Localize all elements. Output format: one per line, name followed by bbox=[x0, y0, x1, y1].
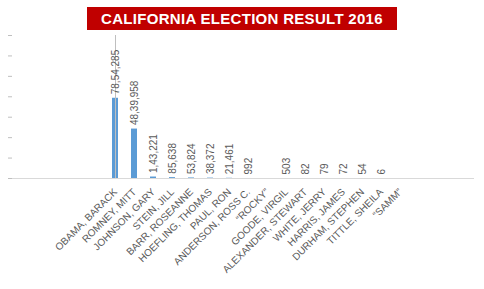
svg-text:ROMNEY, MITT: ROMNEY, MITT bbox=[79, 186, 139, 245]
svg-text:1,43,221: 1,43,221 bbox=[148, 134, 159, 173]
svg-text:6: 6 bbox=[376, 168, 387, 174]
svg-text:54: 54 bbox=[357, 163, 368, 175]
svg-text:TITTLE, SHEILA: TITTLE, SHEILA bbox=[324, 186, 386, 247]
svg-text:HOEFLING, THOMAS: HOEFLING, THOMAS bbox=[136, 186, 214, 264]
svg-text:53,824: 53,824 bbox=[186, 143, 197, 174]
svg-text:“SAMM”: “SAMM” bbox=[370, 186, 404, 220]
svg-text:85,638: 85,638 bbox=[167, 143, 178, 174]
svg-text:992: 992 bbox=[243, 157, 254, 174]
html-text:CALIFORNIA ELECTION RESULT 201: CALIFORNIA ELECTION RESULT 2016 bbox=[101, 10, 383, 27]
svg-text:STEIN, JILL: STEIN, JILL bbox=[130, 186, 177, 233]
svg-text:48,39,958: 48,39,958 bbox=[129, 80, 140, 125]
svg-text:78,54,285: 78,54,285 bbox=[110, 49, 121, 94]
svg-text:“ROCKY”: “ROCKY” bbox=[233, 186, 272, 224]
svg-text:38,372: 38,372 bbox=[205, 143, 216, 174]
svg-text:72: 72 bbox=[338, 163, 349, 175]
svg-text:HARRIS, JAMES: HARRIS, JAMES bbox=[285, 186, 348, 249]
svg-text:GOODE, VIRGIL: GOODE, VIRGIL bbox=[229, 186, 291, 248]
svg-text:ALEXANDER, STEWART: ALEXANDER, STEWART bbox=[220, 186, 310, 275]
svg-text:OBAMA, BARACK: OBAMA, BARACK bbox=[52, 186, 120, 253]
svg-text:21,461: 21,461 bbox=[224, 143, 235, 174]
svg-text:ANDERSON, ROSS C.: ANDERSON, ROSS C. bbox=[171, 186, 253, 268]
svg-text:79: 79 bbox=[319, 163, 330, 175]
svg-text:JOHNSON, GARY: JOHNSON, GARY bbox=[91, 186, 158, 253]
svg-text:82: 82 bbox=[300, 163, 311, 175]
svg-text:PAUL, RON: PAUL, RON bbox=[187, 186, 234, 232]
svg-text:WHITE, JERRY: WHITE, JERRY bbox=[270, 186, 329, 244]
svg-text:503: 503 bbox=[281, 157, 292, 174]
svg-text:DURHAM, STEPHEN: DURHAM, STEPHEN bbox=[290, 186, 367, 263]
svg-text:BARR, ROSEANNE: BARR, ROSEANNE bbox=[124, 186, 196, 258]
